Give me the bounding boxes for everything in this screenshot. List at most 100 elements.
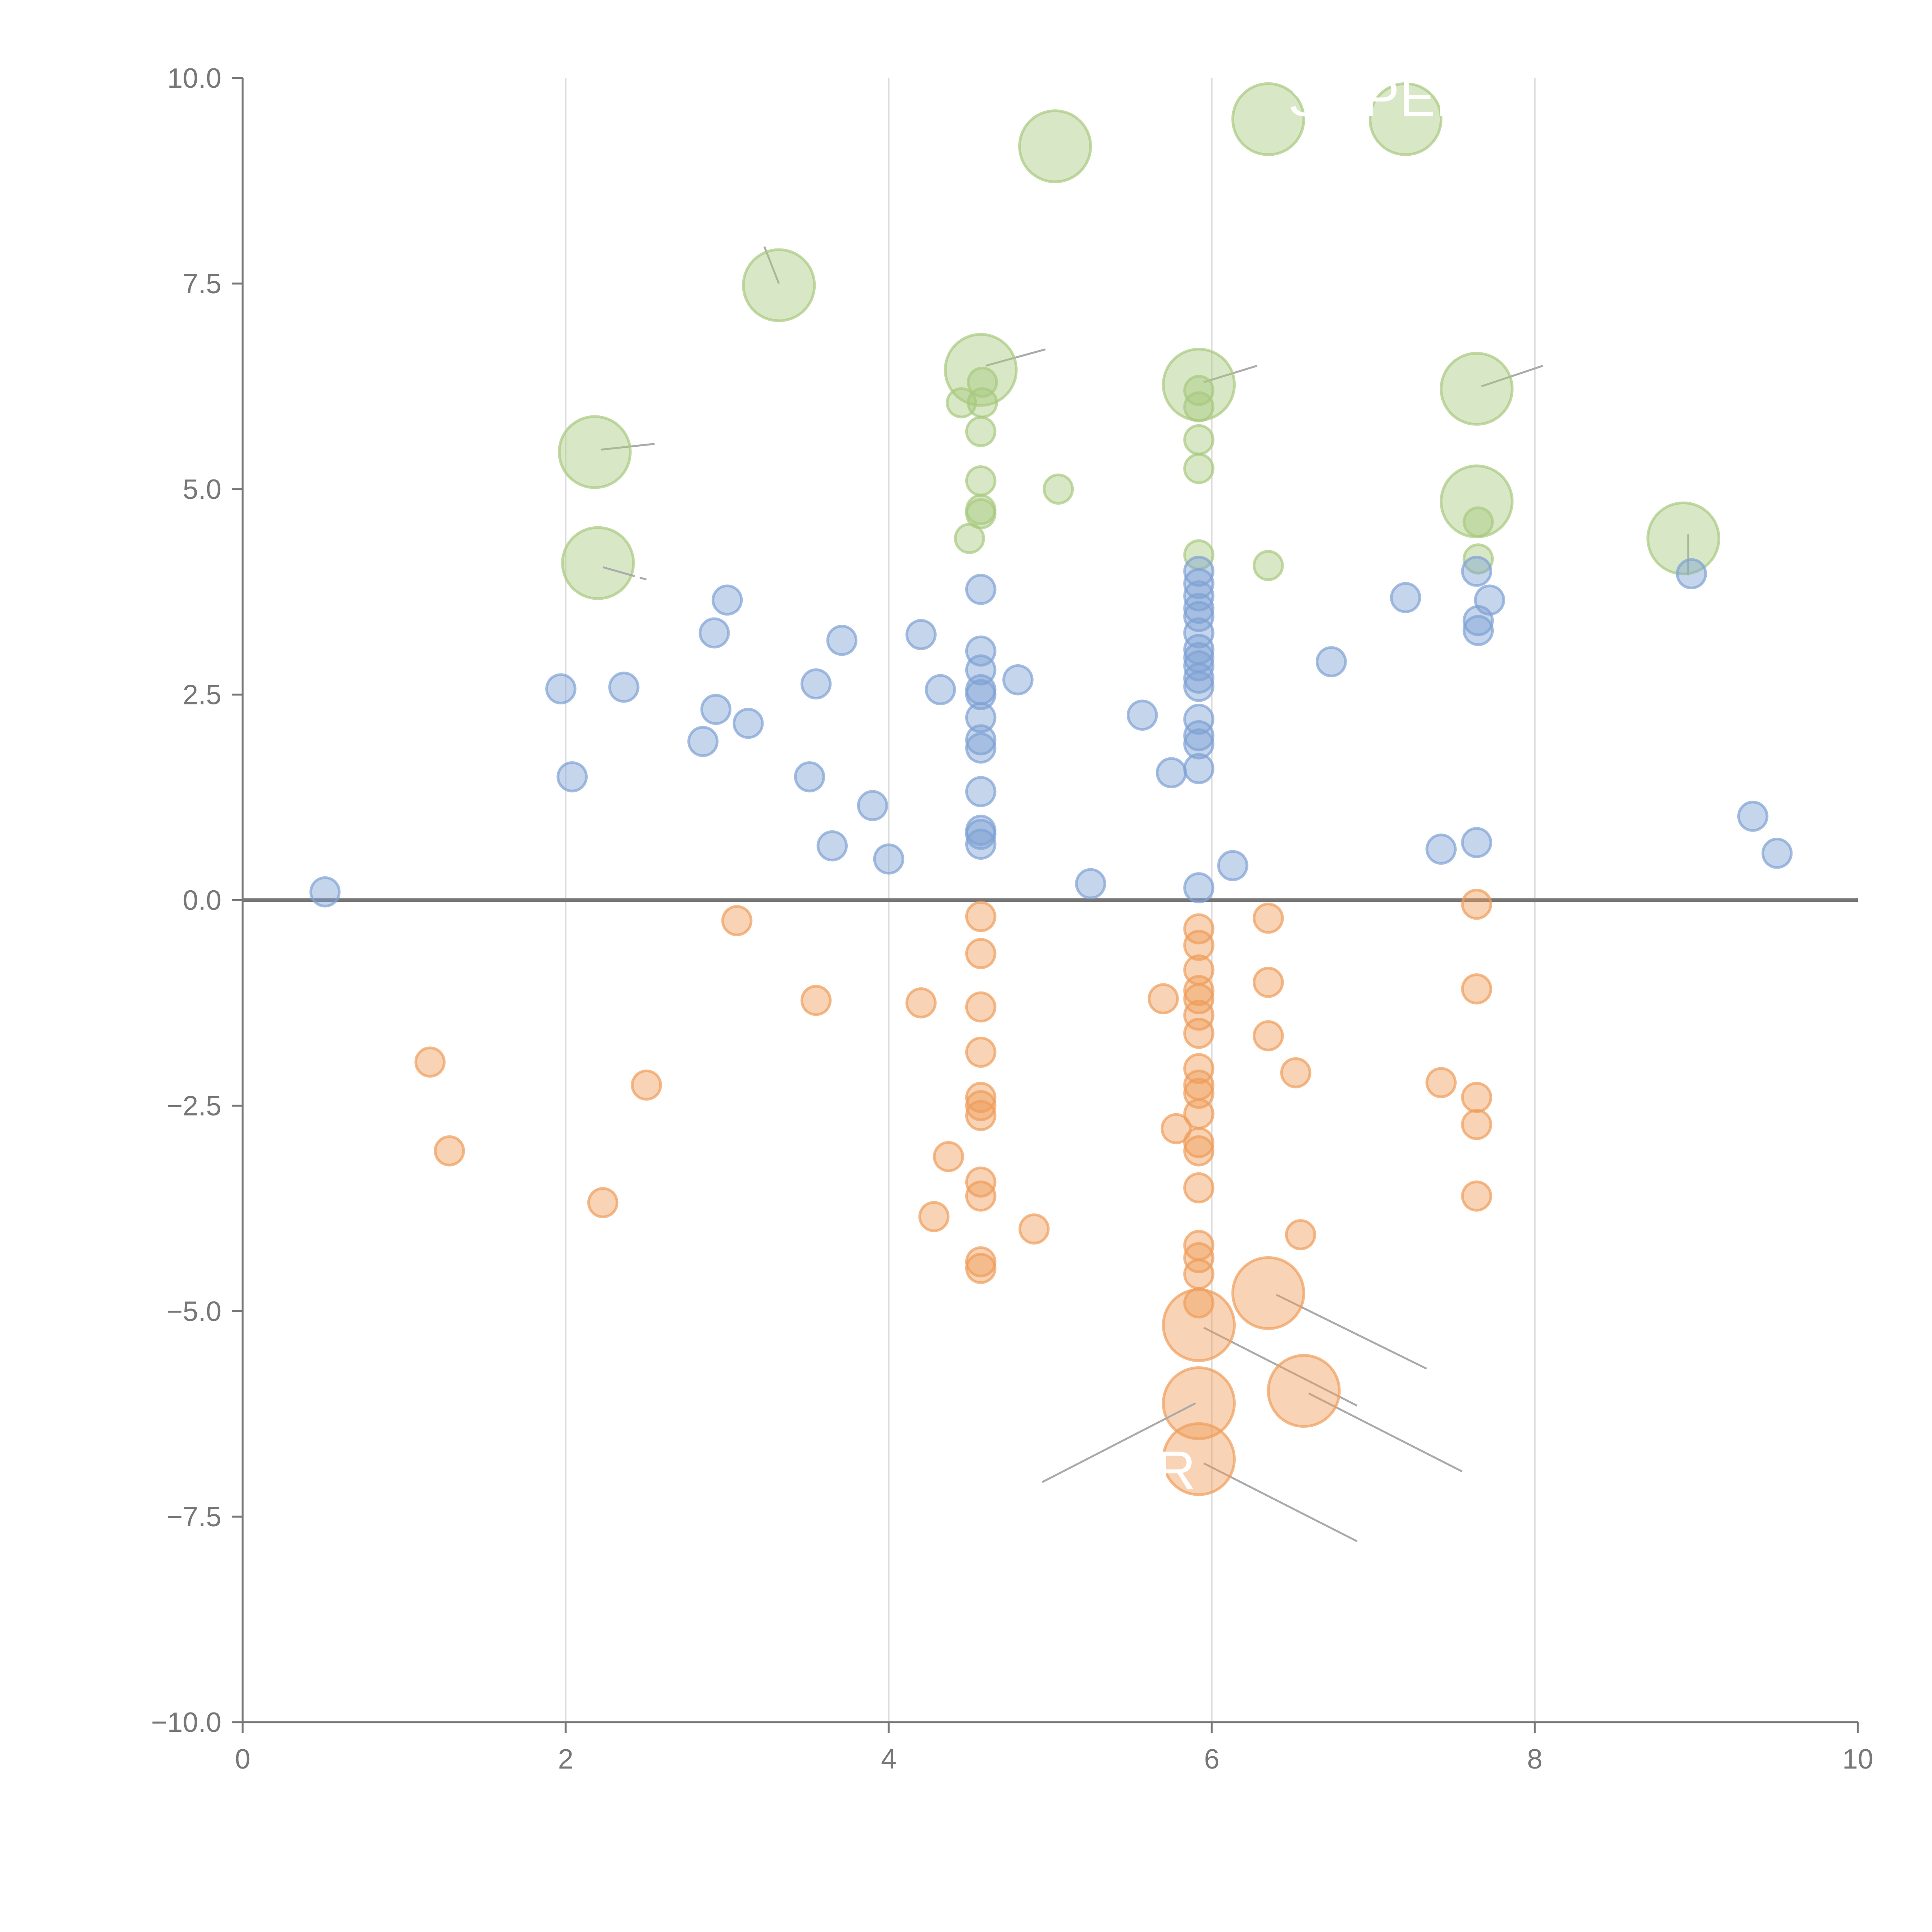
bubble-neutral [965,776,997,807]
y-tick-label: 5.0 [183,474,221,505]
leader-line [1203,365,1257,383]
bubble-negative [434,1135,465,1167]
bubble-negative [414,1046,446,1078]
bubble-neutral [1183,720,1214,752]
bubble-positive [965,465,997,497]
bubble-neutral [1676,558,1707,590]
y-tick-label: 2.5 [183,680,221,711]
bubble-neutral [826,624,858,656]
bubble-positive [1183,424,1214,456]
x-tick-label: 10 [1842,1744,1873,1775]
bubble-negative [587,1187,619,1218]
bubble-negative [800,985,832,1016]
bubble-neutral [1463,615,1494,646]
bubble-negative [1183,1127,1214,1158]
bubble-negative [1253,966,1284,998]
leader-line [1203,1327,1358,1407]
bubble-neutral [1183,556,1214,587]
bubble-negative [1183,1135,1214,1167]
bubble-negative [1461,1082,1492,1113]
bubble-negative [965,1090,997,1121]
bubble-neutral [1183,592,1214,624]
bubble-positive [1463,506,1494,538]
callout-leader [602,566,647,581]
bubble-neutral [1183,728,1214,760]
bubble-positive [742,248,816,322]
bubble-neutral [1183,662,1214,694]
bubble-positive [946,387,977,418]
bubble-negative [1183,913,1214,945]
bubble-negative [1183,983,1214,1015]
bubble-negative [965,1253,997,1284]
axes: 0 2 4 6 8 10 10.0 7.5 5.0 2.5 0.0 −2.5 −5.0 −7.5 −10.0 [151,63,1873,1775]
bubble-neutral [1183,601,1214,632]
y-tick-label: 0.0 [183,885,221,916]
bubble-neutral [1390,582,1421,613]
bubble-positive [558,415,632,489]
bubble-negative [1162,1288,1236,1362]
callout-label: R [1156,1440,1196,1500]
bubble-positive [1440,352,1514,426]
bubble-neutral [965,574,997,605]
bubble-negative [1231,1256,1305,1330]
leader-line [601,443,655,451]
bubble-neutral [1316,646,1347,677]
bubble-neutral [1183,617,1214,649]
bubble-neutral [711,584,743,616]
bubble-negative [1253,1020,1284,1051]
bubble-neutral [1183,753,1214,784]
bubble-positive [1463,543,1494,575]
bubble-neutral [1425,833,1457,865]
bubble-neutral [1461,827,1492,858]
bubble-positive [1646,501,1721,575]
leader-line [1308,1392,1463,1473]
bubble-positive [1183,375,1214,406]
bubble-neutral [556,761,588,793]
y-tick-label: −7.5 [167,1502,221,1532]
callout-leader [1041,1402,1196,1483]
bubble-neutral [687,726,719,757]
bubble-negative [965,1180,997,1212]
bubble-neutral [965,819,997,850]
bubble-neutral [1183,872,1214,903]
bubble-neutral [816,830,848,862]
bubble-negative [1162,1422,1236,1496]
bubble-neutral [1002,664,1034,696]
bubble-neutral [965,828,997,860]
y-tick-label: −10.0 [151,1707,221,1738]
bubble-negative [631,1069,662,1101]
bubble-neutral [1761,837,1793,869]
bubble-negative [965,1100,997,1131]
bubble-negative [1018,1213,1050,1245]
bubble-neutral [1474,584,1505,616]
bubble-negative [1280,1057,1311,1088]
bubble-positive [1231,82,1305,156]
bubble-negative [1183,1098,1214,1129]
callout-label: F [630,560,663,621]
y-tick-label: −5.0 [167,1296,221,1327]
bubble-negative [1253,903,1284,934]
bubble-negative [1183,1259,1214,1290]
bubble-negative [1461,1180,1492,1212]
bubble-neutral [545,673,577,705]
bubble-negative [918,1201,950,1232]
bubble-neutral [1075,868,1106,900]
bubble-negative [1425,1067,1457,1099]
bubble-neutral [1156,757,1187,789]
bubble-neutral [857,790,888,821]
bubble-neutral [965,724,997,755]
bubble-negative [1183,1172,1214,1204]
callout-label: SUPER [1288,67,1475,128]
bubble-neutral [800,668,832,700]
bubble-positive [1369,82,1443,156]
bubble-negative [1183,1017,1214,1049]
bubble-neutral [1183,568,1214,599]
bubble-positive [561,526,635,600]
bubble-neutral [1126,699,1158,731]
bubble-negative [1285,1219,1316,1250]
x-tick-label: 8 [1527,1744,1543,1775]
bubbles [309,82,1793,1496]
bubble-negative [1183,1242,1214,1274]
bubble-neutral [794,761,825,793]
